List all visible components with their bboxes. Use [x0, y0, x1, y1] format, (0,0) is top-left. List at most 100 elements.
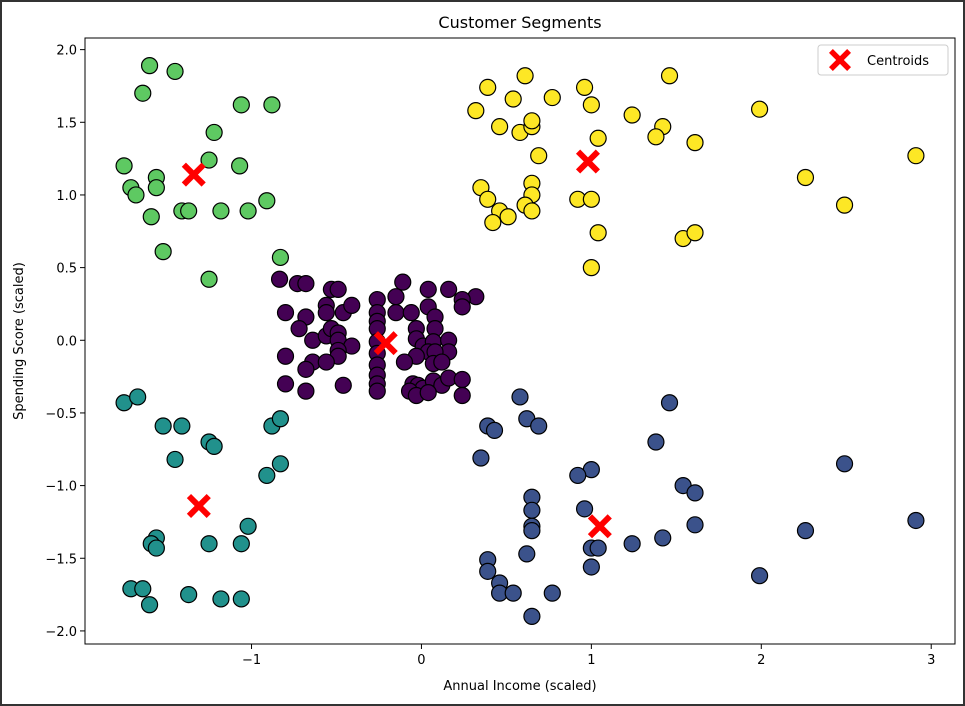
cluster-4-point: [589, 224, 607, 242]
cluster-3-point: [115, 157, 133, 175]
chart-title: Customer Segments: [438, 13, 601, 32]
cluster-0-point: [419, 280, 437, 299]
cluster-4-point: [907, 147, 925, 165]
cluster-0-point: [343, 296, 361, 314]
cluster-1-point: [907, 511, 925, 530]
cluster-4-point: [575, 78, 594, 97]
cluster-3-point: [127, 186, 145, 204]
cluster-0-point: [290, 320, 308, 338]
centroid-marker: [575, 149, 600, 174]
cluster-1-point: [589, 539, 607, 557]
y-tick-label: 0.0: [56, 334, 77, 349]
cluster-1-point: [582, 558, 600, 576]
cluster-1-point: [660, 394, 679, 412]
cluster-0-point: [368, 382, 386, 400]
cluster-1-point: [835, 455, 854, 473]
cluster-1-point: [575, 500, 594, 518]
cluster-2-point: [147, 539, 165, 557]
cluster-4-point: [484, 213, 502, 232]
cluster-1-point: [518, 545, 536, 563]
cluster-2-point: [258, 466, 276, 485]
cluster-4-point: [479, 78, 497, 97]
cluster-4-point: [686, 224, 704, 242]
x-axis: −1 0 1 2 3: [242, 644, 935, 668]
cluster-3-point: [154, 243, 172, 261]
cluster-3-point: [142, 208, 160, 226]
cluster-3-point: [180, 202, 198, 220]
cluster-1-point: [530, 417, 548, 435]
cluster-3-point: [231, 157, 249, 175]
cluster-0-point: [270, 270, 289, 288]
y-tick-label: 1.0: [56, 189, 77, 204]
cluster-2-point: [134, 580, 152, 598]
cluster-2-point: [140, 596, 159, 614]
cluster-2-point: [129, 388, 147, 406]
cluster-2-point: [271, 410, 290, 428]
cluster-0-point: [387, 288, 405, 306]
cluster-3-point: [147, 179, 165, 197]
cluster-4-point: [467, 102, 485, 120]
cluster-1-point: [686, 516, 704, 534]
cluster-2-point: [180, 585, 198, 604]
cluster-4-point: [660, 67, 679, 85]
legend-label-centroids: Centroids: [867, 54, 929, 69]
cluster-3-point: [212, 202, 230, 220]
cluster-1-point: [686, 484, 704, 502]
cluster-1-point: [511, 388, 529, 406]
cluster-4-point: [582, 96, 600, 114]
cluster-2-point: [166, 450, 184, 469]
cluster-2-point: [239, 517, 257, 535]
cluster-4-point: [491, 118, 509, 136]
cluster-4-point: [835, 196, 854, 214]
cluster-4-point: [523, 202, 541, 220]
x-axis-label: Annual Income (scaled): [443, 679, 596, 694]
y-tick-label: −0.5: [45, 407, 77, 422]
y-tick-label: 0.5: [56, 262, 77, 277]
cluster-3-point: [200, 270, 218, 288]
cluster-1-point: [623, 535, 641, 553]
cluster-4-point: [479, 190, 497, 208]
cluster-4-point: [796, 168, 815, 187]
x-tick-label: −1: [242, 653, 261, 668]
cluster-2-point: [200, 535, 218, 553]
cluster-2-point: [232, 590, 250, 608]
cluster-2-point: [154, 417, 172, 435]
cluster-1-point: [485, 421, 504, 439]
cluster-0-point: [297, 274, 315, 293]
cluster-2-point: [212, 590, 230, 608]
x-tick-label: 0: [417, 653, 425, 668]
cluster-0-point: [276, 304, 295, 322]
legend-centroid-marker-icon: [829, 49, 851, 71]
centroid-marker: [186, 493, 211, 518]
cluster-3-point: [134, 84, 152, 102]
cluster-4-point: [582, 190, 600, 208]
cluster-4-point: [543, 88, 561, 107]
cluster-0-point: [453, 370, 471, 389]
cluster-4-point: [516, 67, 534, 85]
cluster-4-point: [589, 129, 607, 147]
cluster-0-point: [395, 353, 414, 371]
cluster-4-point: [504, 90, 522, 108]
cluster-3-point: [271, 248, 290, 267]
cluster-4-point: [750, 100, 769, 118]
cluster-1-point: [504, 584, 522, 602]
x-tick-label: 3: [927, 653, 935, 668]
y-axis: −2.0 −1.5 −1.0 −0.5 0.0 0.5 1.0 1.5 2.0: [45, 44, 85, 640]
cluster-4-point: [523, 112, 541, 130]
cluster-0-point: [387, 304, 405, 322]
cluster-2-point: [173, 417, 191, 435]
cluster-0-point: [297, 382, 315, 400]
cluster-0-point: [317, 353, 335, 371]
cluster-0-point: [402, 304, 420, 322]
plot-frame: [84, 37, 956, 645]
cluster-1-point: [472, 449, 490, 467]
cluster-3-point: [200, 151, 218, 169]
cluster-0-point: [440, 280, 458, 299]
cluster-3-point: [232, 96, 250, 114]
cluster-1-point: [647, 433, 665, 451]
cluster-1-point: [796, 522, 815, 540]
cluster-3-point: [263, 96, 281, 114]
cluster-1-point: [523, 501, 541, 519]
